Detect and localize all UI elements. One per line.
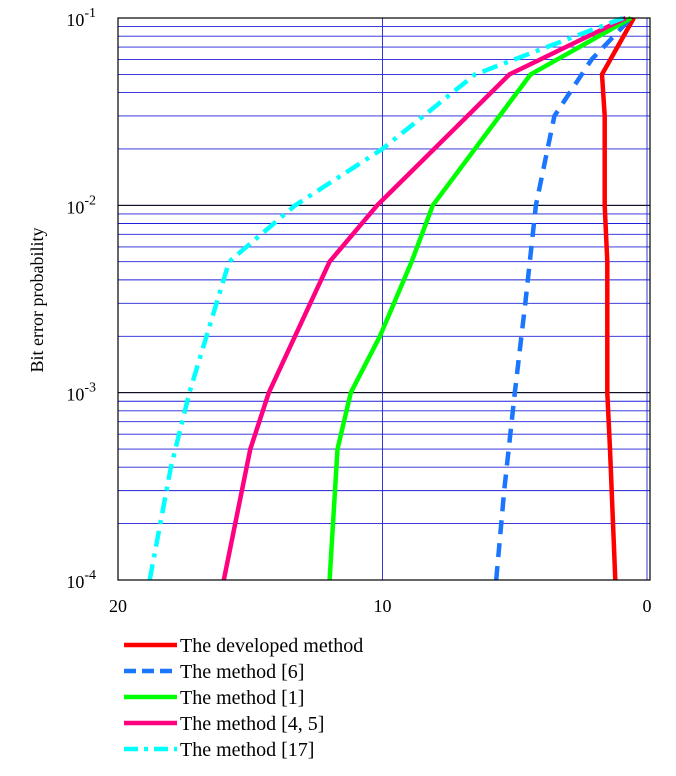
legend-label: The method [17] [180,739,314,761]
y-tick-label: 10-2 [66,193,96,217]
plot-frame [117,17,651,581]
legend-label: The method [1] [180,687,304,709]
legend-label: The developed method [180,635,363,657]
x-tick-label: 0 [643,596,652,616]
legend-label: The method [4, 5] [180,713,324,735]
series-line-5 [147,15,625,581]
y-axis-ticks: 10-1 10-2 10-3 10-4 [66,6,96,592]
grid [118,17,650,581]
y-axis-label: Bit error probability [27,228,47,373]
series-lines [147,15,636,581]
series-line-4 [221,15,627,581]
legend-label: The method [6] [180,661,304,683]
x-axis-ticks: 20 10 0 [109,596,652,616]
series-line-3 [327,16,633,581]
legend: The developed method The method [6] The me… [124,635,363,761]
x-tick-label: 10 [374,596,392,616]
y-tick-label: 10-4 [66,568,96,592]
y-tick-label: 10-1 [66,6,96,30]
y-tick-label: 10-3 [66,381,96,405]
series-line-2 [493,16,633,581]
series-line-1 [599,16,636,581]
x-tick-label: 20 [109,596,127,616]
